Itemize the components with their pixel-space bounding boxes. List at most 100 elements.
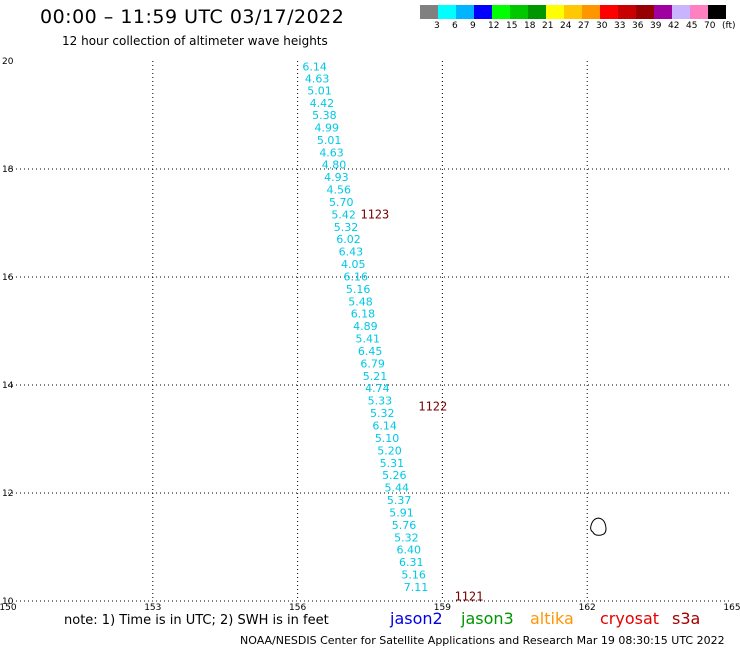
- x-tick-label: 165: [723, 603, 740, 613]
- satellite-label-s3a: s3a: [672, 609, 701, 628]
- scale-swatch: [672, 5, 690, 19]
- scale-swatch: [474, 5, 492, 19]
- scale-swatch: [582, 5, 600, 19]
- swh-value: 6.43: [339, 246, 364, 259]
- scale-label: 12: [488, 21, 500, 31]
- swh-value: 6.02: [336, 233, 361, 246]
- swh-value: 5.33: [368, 395, 393, 408]
- swh-value: 4.93: [324, 171, 349, 184]
- scale-swatch: [600, 5, 618, 19]
- swh-value: 5.32: [370, 407, 395, 420]
- footer-note: note: 1) Time is in UTC; 2) SWH is in fe…: [64, 613, 329, 628]
- swh-value: 5.41: [356, 333, 381, 346]
- swh-value: 5.26: [382, 469, 407, 482]
- grid-lines: [8, 61, 732, 602]
- swh-value: 6.18: [351, 308, 376, 321]
- swh-value: 4.63: [305, 72, 330, 85]
- swh-value: 5.01: [307, 85, 332, 98]
- scale-swatch: [690, 5, 708, 19]
- scale-swatch: [708, 5, 726, 19]
- scale-label: 24: [560, 21, 572, 31]
- swh-value: 4.80: [322, 159, 347, 172]
- swh-value: 5.16: [401, 569, 426, 582]
- satellite-label-jason2: jason2: [390, 609, 443, 628]
- pass-number: 1121: [454, 590, 483, 604]
- axis-ticks: 150 153 156 159 162 165 20 18 16 14 12 10: [0, 57, 740, 613]
- color-scale: [420, 5, 726, 19]
- swh-value: 6.45: [358, 345, 383, 358]
- scale-label: 42: [668, 21, 680, 31]
- satellite-label-cryosat: cryosat: [600, 609, 660, 628]
- swh-value: 4.42: [310, 97, 335, 110]
- scale-label: 9: [470, 21, 476, 31]
- scale-label: 70: [704, 21, 716, 31]
- y-tick-label: 16: [2, 273, 14, 283]
- pass-number: 1122: [418, 400, 447, 414]
- scale-label: 3: [434, 21, 440, 31]
- satellite-label-jason3: jason3: [461, 609, 514, 628]
- scale-label: 30: [596, 21, 608, 31]
- y-tick-label: 20: [2, 57, 14, 67]
- swh-value: 4.99: [314, 121, 339, 134]
- scale-swatch: [618, 5, 636, 19]
- x-tick-label: 153: [144, 603, 161, 613]
- x-tick-label: 156: [289, 603, 306, 613]
- scale-label: 15: [506, 21, 518, 31]
- swh-value: 4.56: [327, 184, 352, 197]
- x-tick-label: 159: [434, 603, 451, 613]
- swh-value: 5.32: [394, 531, 419, 544]
- scale-swatch: [528, 5, 546, 19]
- scale-label: 39: [650, 21, 662, 31]
- scale-swatch: [420, 5, 438, 19]
- scale-swatch: [510, 5, 528, 19]
- swh-value: 4.74: [365, 382, 390, 395]
- y-tick-label: 10: [2, 597, 14, 607]
- color-scale-labels: 3 6 9 12 15 18 21 24 27 30 33 36 39 42 45 70 (ft): [420, 21, 740, 35]
- pass-labels: 1123 1122 1121: [360, 207, 483, 603]
- scale-swatch: [492, 5, 510, 19]
- scale-swatch: [546, 5, 564, 19]
- swh-value: 5.38: [312, 109, 337, 122]
- swh-value: 6.14: [372, 420, 397, 433]
- scale-label: (ft): [722, 21, 736, 31]
- swh-value: 6.31: [399, 556, 424, 569]
- swh-value: 6.16: [343, 270, 368, 283]
- pass-number: 1123: [360, 207, 389, 221]
- scale-swatch: [456, 5, 474, 19]
- scale-label: 36: [632, 21, 644, 31]
- scale-label: 33: [614, 21, 626, 31]
- satellite-label-altika: altika: [530, 609, 574, 628]
- swh-value: 4.05: [341, 258, 366, 271]
- scale-label: 27: [578, 21, 590, 31]
- page-subtitle: 12 hour collection of altimeter wave hei…: [62, 34, 328, 48]
- scale-label: 21: [542, 21, 554, 31]
- swh-value: 5.20: [377, 444, 402, 457]
- swh-value: 5.70: [329, 196, 354, 209]
- swh-value: 5.31: [380, 457, 405, 470]
- swh-value: 4.89: [353, 320, 378, 333]
- x-tick-label: 162: [579, 603, 596, 613]
- swh-value: 5.91: [389, 506, 414, 519]
- scale-swatch: [438, 5, 456, 19]
- scale-label: 45: [686, 21, 698, 31]
- scale-swatch: [564, 5, 582, 19]
- swh-value: 6.40: [397, 544, 422, 557]
- swh-value: 6.14: [302, 60, 327, 73]
- x-tick-label: 150: [0, 603, 17, 613]
- swh-value: 5.44: [384, 482, 409, 495]
- swh-value: 7.11: [404, 581, 429, 594]
- credit-line: NOAA/NESDIS Center for Satellite Applica…: [240, 634, 725, 647]
- swh-value: 5.42: [331, 208, 356, 221]
- swh-value: 4.63: [319, 146, 344, 159]
- swh-value: 5.16: [346, 283, 371, 296]
- y-tick-label: 18: [2, 165, 14, 175]
- swh-value: 5.37: [387, 494, 412, 507]
- swh-value: 5.48: [348, 295, 373, 308]
- swh-value: 5.01: [317, 134, 342, 147]
- page-title: 00:00 – 11:59 UTC 03/17/2022: [40, 6, 345, 28]
- scale-swatch: [654, 5, 672, 19]
- scale-label: 18: [524, 21, 536, 31]
- scale-label: 6: [452, 21, 458, 31]
- swh-points: 6.144.635.014.425.384.995.014.634.804.93…: [302, 60, 428, 594]
